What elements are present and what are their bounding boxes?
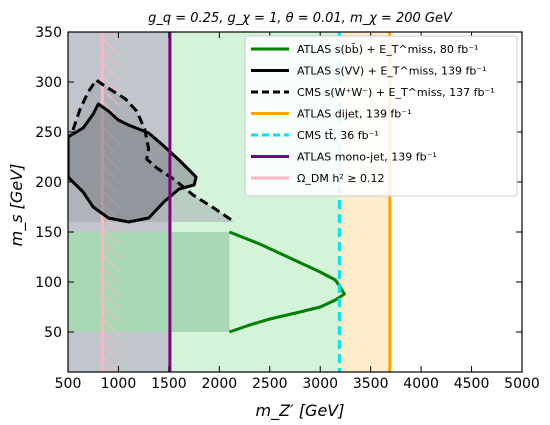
x-tick-label: 5000 [504, 376, 540, 392]
legend: ATLAS s(bb̄) + E_T^miss, 80 fb⁻¹ ATLAS s(… [244, 35, 518, 197]
legend-label: ATLAS dijet, 139 fb⁻¹ [297, 108, 412, 121]
legend-box [244, 35, 518, 197]
x-tick-label: 3500 [353, 376, 389, 392]
legend-label: ATLAS s(bb̄) + E_T^miss, 80 fb⁻¹ [297, 43, 478, 56]
svv-exclusion-fill [68, 104, 197, 222]
plot-frame [67, 31, 523, 373]
x-tick-label: 4500 [454, 376, 490, 392]
series-line-1 [68, 102, 198, 224]
series-line-0 [228, 230, 346, 334]
x-tick-label: 3000 [302, 376, 338, 392]
x-axis-label: m_Z′ [GeV] [256, 401, 345, 421]
legend-label: Ω_DM h² ≥ 0.12 [297, 172, 384, 185]
series-line-2 [71, 78, 236, 224]
y-tick-label: 250 [35, 125, 62, 141]
x-tick-label: 2000 [202, 376, 238, 392]
y-tick-label: 50 [44, 325, 62, 341]
legend-label: ATLAS mono-jet, 139 fb⁻¹ [297, 151, 437, 164]
legend-label: ATLAS s(VV) + E_T^miss, 139 fb⁻¹ [297, 65, 487, 78]
y-tick-label: 350 [35, 25, 62, 41]
x-tick-label: 4000 [403, 376, 439, 392]
chart-title: g_q = 0.25, g_χ = 1, θ = 0.01, m_χ = 200… [148, 11, 453, 26]
x-tick-label: 2500 [252, 376, 288, 392]
x-tick-label: 1500 [151, 376, 187, 392]
y-tick-label: 150 [35, 225, 62, 241]
excluded-region-4 [68, 232, 230, 332]
y-tick-label: 200 [35, 175, 62, 191]
y-axis-label: m_s [GeV] [7, 164, 27, 247]
exclusion-curves [68, 78, 346, 334]
x-tick-label: 500 [55, 376, 82, 392]
legend-label: CMS s(W⁺W⁻) + E_T^miss, 137 fb⁻¹ [297, 86, 495, 99]
axes: 500 1000 1500 2000 2500 3000 3500 4000 4500 5000 5… [35, 25, 540, 392]
legend-label: CMS tt̄, 36 fb⁻¹ [297, 129, 379, 142]
y-tick-label: 100 [35, 275, 62, 291]
x-tick-label: 1000 [101, 376, 137, 392]
y-tick-label: 300 [35, 75, 62, 91]
